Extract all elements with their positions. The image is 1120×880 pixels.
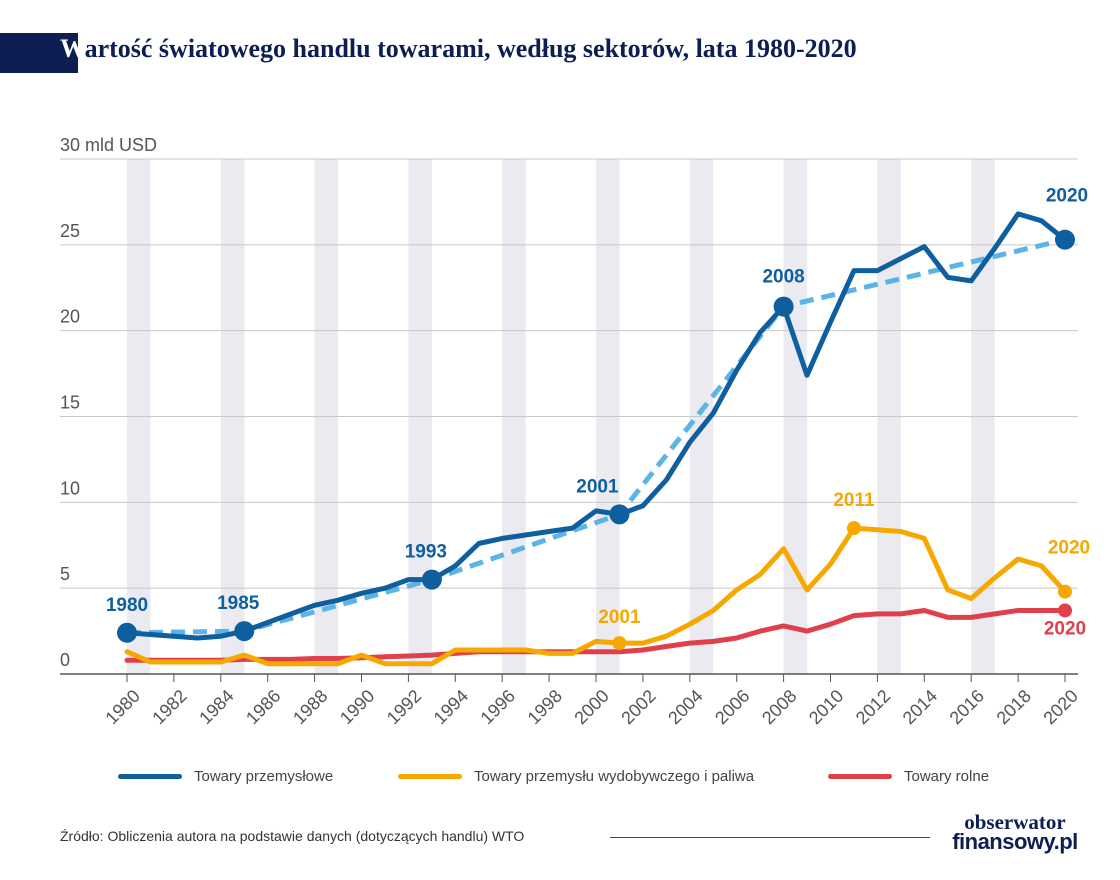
title-first-letter: W [60,34,85,63]
y-tick-label: 10 [60,478,80,498]
x-tick-label: 2002 [617,686,659,728]
x-tick-label: 1984 [195,686,237,728]
x-tick-label: 2006 [711,686,753,728]
series-line-industrial [124,211,1068,641]
legend-item-agri: Towary rolne [828,764,989,788]
x-tick-label: 2008 [758,686,800,728]
x-tick-label: 1992 [383,686,425,728]
data-label: 2020 [1048,538,1090,559]
data-label: 2020 [1046,186,1088,207]
x-tick-label: 2016 [946,686,988,728]
legend-item-industrial: Towary przemysłowe [118,764,333,788]
x-tick-label: 1986 [242,686,284,728]
x-tick-label: 2020 [1039,686,1081,728]
y-tick-label: 30 mld USD [60,135,157,155]
data-label: 2001 [598,607,641,628]
data-label: 1980 [106,595,148,616]
legend-label-agri: Towary rolne [904,767,990,785]
data-label: 1985 [217,593,260,614]
legend-swatch-industrial [118,773,182,779]
data-point-marker [1055,229,1075,250]
x-tick-label: 1996 [477,686,519,728]
data-point-marker [421,569,442,590]
x-tick-label: 1998 [524,686,566,728]
logo-line1: obserwator [964,810,1066,834]
data-point-marker [612,636,627,651]
data-label: 2020 [1044,618,1086,639]
data-point-marker [773,296,794,317]
logo-line2: finansowy.pl [952,829,1078,854]
data-point-marker [1058,603,1072,618]
y-tick-label: 25 [60,221,80,241]
x-tick-label: 2010 [805,686,847,728]
title-text: artość światowego handlu towarami, wedłu… [84,34,857,63]
legend-swatch-mining [398,773,462,779]
legend-label-mining: Towary przemysłu wydobywczego i paliwa [474,767,755,785]
x-tick-label: 1980 [101,686,143,728]
data-label: 1993 [405,542,447,563]
data-label: 2008 [762,267,804,288]
data-point-marker [846,521,861,536]
series-line-agri [124,608,1068,663]
x-tick-label: 2018 [993,686,1035,728]
data-point-marker [609,504,630,525]
series-line-mining [124,525,1068,667]
y-tick-label: 20 [60,307,80,327]
x-tick-label: 2014 [899,686,941,728]
data-point-marker [234,621,255,642]
y-tick-label: 5 [60,564,70,584]
y-tick-label: 15 [60,393,80,413]
data-point-marker [117,622,137,643]
chart-title: Wartość światowego handlu towarami, wedł… [60,34,857,64]
title-accent-bar [0,33,78,73]
x-tick-label: 1982 [148,686,190,728]
data-label: 2001 [576,476,619,497]
x-tick-label: 2012 [852,686,894,728]
x-tick-label: 1988 [289,686,331,728]
source-divider [610,837,930,838]
legend-swatch-agri [828,773,892,779]
legend-label-industrial: Towary przemysłowe [194,767,334,785]
x-tick-label: 1994 [430,686,472,728]
x-tick-label: 2004 [664,686,706,728]
brand-logo: obserwator finansowy.pl [945,810,1085,854]
source-note: Źródło: Obliczenia autora na podstawie d… [60,828,525,844]
legend-item-mining: Towary przemysłu wydobywczego i paliwa [398,764,754,788]
series-line-trend [126,237,1066,636]
x-tick-label: 2000 [570,686,612,728]
x-tick-label: 1990 [336,686,378,728]
data-label: 2011 [833,490,875,511]
data-point-marker [1058,584,1072,599]
y-tick-label: 0 [60,650,70,670]
